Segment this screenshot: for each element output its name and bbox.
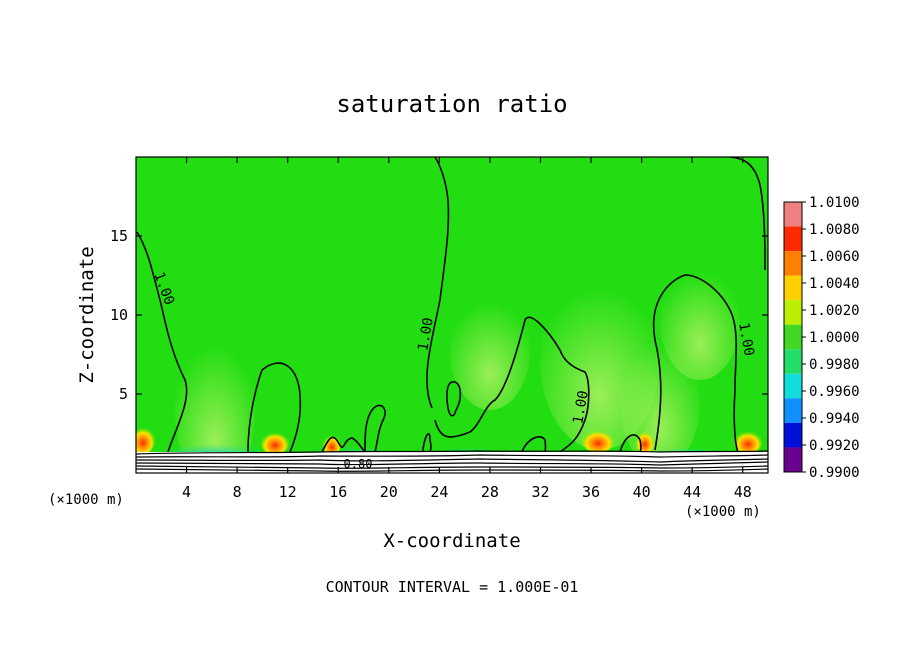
colorbar-swatch xyxy=(784,275,802,301)
x-tick-label: 16 xyxy=(329,483,347,501)
x-tick-label: 20 xyxy=(380,483,398,501)
colorbar-swatch xyxy=(784,422,802,448)
colorbar-swatch xyxy=(784,398,802,423)
contour-interval-footer: CONTOUR INTERVAL = 1.000E-01 xyxy=(326,578,579,596)
colorbar-level-label: 0.9940 xyxy=(809,411,860,427)
y-axis-ticks: 5 10 15 xyxy=(110,227,768,403)
x-unit-left: (×1000 m) xyxy=(48,492,124,508)
field-shading: 1.00 1.00 1.00 1.00 0.80 xyxy=(136,157,768,473)
colorbar-level-label: 1.0080 xyxy=(809,222,860,238)
chart-title: saturation ratio xyxy=(336,90,567,118)
colorbar-swatch xyxy=(784,324,802,350)
x-tick-label: 24 xyxy=(430,483,448,501)
surface-contour-label: 0.80 xyxy=(344,457,373,471)
contour-label-d: 1.00 xyxy=(735,321,757,357)
x-tick-label: 44 xyxy=(683,483,701,501)
colorbar-swatch xyxy=(784,300,802,325)
colorbar-swatch xyxy=(784,202,802,227)
colorbar-swatch xyxy=(784,251,802,276)
colorbar-level-label: 0.9900 xyxy=(809,465,860,481)
colorbar: 1.0100 1.0080 1.0060 1.0040 1.0020 1.0000 0.99… xyxy=(783,195,860,481)
colorbar-swatch xyxy=(784,447,802,472)
x-tick-label: 48 xyxy=(734,483,752,501)
colorbar-swatch xyxy=(784,226,802,252)
colorbar-level-label: 1.0100 xyxy=(809,195,860,211)
x-tick-label: 12 xyxy=(279,483,297,501)
colorbar-level-label: 0.9960 xyxy=(809,384,860,400)
colorbar-swatch xyxy=(784,349,802,374)
x-axis-ticks: 4 8 12 16 20 24 28 32 36 40 44 48 xyxy=(182,157,752,501)
x-tick-label: 8 xyxy=(233,483,242,501)
x-tick-label: 36 xyxy=(582,483,600,501)
colorbar-level-label: 1.0060 xyxy=(809,249,860,265)
colorbar-level-label: 0.9980 xyxy=(809,357,860,373)
colorbar-level-label: 1.0040 xyxy=(809,276,860,292)
x-tick-label: 4 xyxy=(182,483,191,501)
y-tick-label: 5 xyxy=(119,385,128,403)
y-axis-label: Z-coordinate xyxy=(76,246,98,383)
x-axis-label: X-coordinate xyxy=(383,530,520,552)
x-tick-label: 28 xyxy=(481,483,499,501)
surface-contours xyxy=(136,450,768,472)
x-unit-right: (×1000 m) xyxy=(685,504,761,520)
colorbar-swatch xyxy=(784,373,802,399)
x-tick-label: 40 xyxy=(633,483,651,501)
y-tick-label: 15 xyxy=(110,227,128,245)
y-tick-label: 10 xyxy=(110,306,128,324)
contour-label-c: 1.00 xyxy=(570,389,592,425)
contour-label-b: 1.00 xyxy=(415,316,437,352)
colorbar-level-label: 1.0000 xyxy=(809,330,860,346)
x-tick-label: 32 xyxy=(531,483,549,501)
colorbar-level-label: 0.9920 xyxy=(809,438,860,454)
colorbar-level-label: 1.0020 xyxy=(809,303,860,319)
